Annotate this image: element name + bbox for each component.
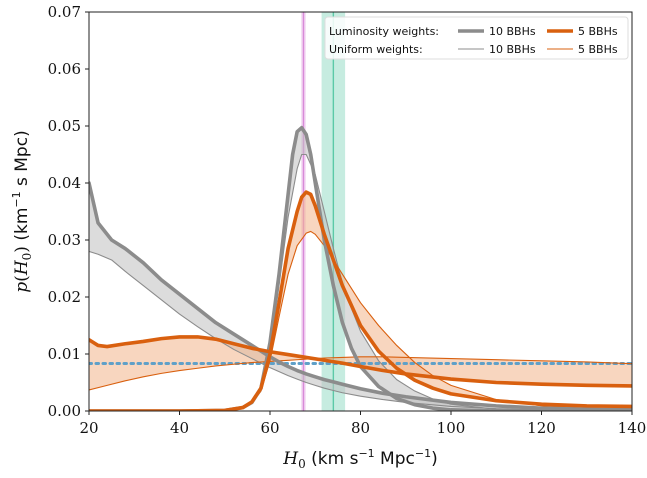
x-tick-label-2: 60 (260, 419, 279, 437)
y-tick-label-7: 0.07 (48, 3, 81, 21)
x-tick-label-6: 140 (618, 419, 647, 437)
shaded-region-1 (89, 127, 632, 411)
series-line-4 (89, 335, 632, 388)
y-tick-label-6: 0.06 (48, 60, 81, 78)
x-tick-label-1: 40 (170, 419, 189, 437)
y-tick-label-4: 0.04 (48, 174, 81, 192)
y-axis-label: p(H0) (km−1 s Mpc) (10, 130, 34, 292)
legend-entry-1-1: 5 BBHs (578, 43, 618, 56)
y-tick-label-5: 0.05 (48, 117, 81, 135)
series-line-2 (89, 250, 632, 411)
y-tick-label-1: 0.01 (48, 345, 81, 363)
series-line-5 (89, 190, 632, 411)
x-tick-label-3: 80 (351, 419, 370, 437)
legend-entry-0-1: 5 BBHs (578, 25, 618, 38)
legend-entry-1-0: 10 BBHs (489, 43, 536, 56)
plot-area (89, 12, 632, 411)
x-tick-label-0: 20 (79, 419, 98, 437)
y-tick-label-0: 0.00 (48, 402, 81, 420)
x-axis-label: H0 (km s−1 Mpc−1) (282, 447, 437, 471)
legend-entry-0-0: 10 BBHs (489, 25, 536, 38)
y-tick-label-2: 0.02 (48, 288, 81, 306)
x-tick-label-5: 120 (527, 419, 556, 437)
legend-row-label-1: Uniform weights: (329, 43, 423, 56)
x-tick-label-4: 100 (437, 419, 466, 437)
series-line-6 (89, 356, 632, 391)
legend-row-label-0: Luminosity weights: (329, 25, 439, 38)
y-tick-label-3: 0.03 (48, 231, 81, 249)
series-line-0 (89, 181, 632, 411)
